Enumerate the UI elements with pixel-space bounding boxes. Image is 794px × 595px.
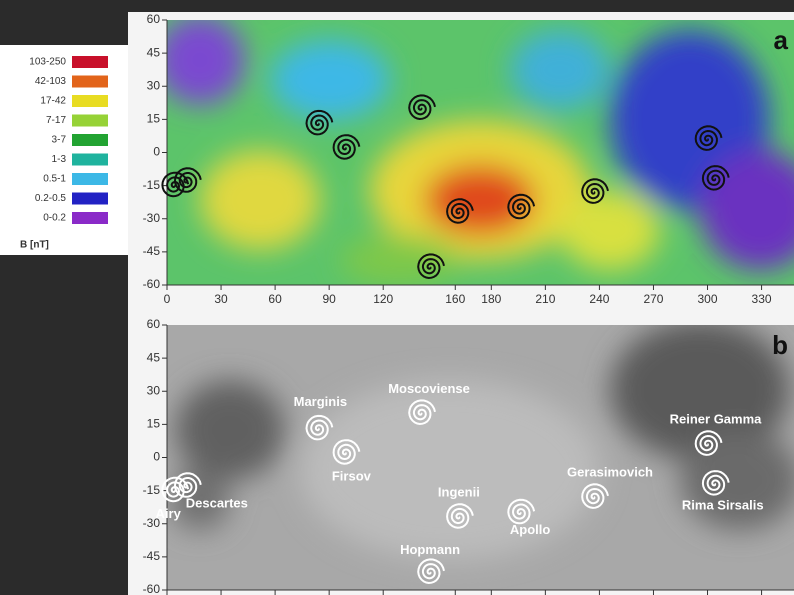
- panel-label: b: [772, 330, 788, 360]
- anomaly-name: Apollo: [510, 522, 550, 537]
- legend-label: 17-42: [40, 96, 66, 107]
- anomaly-name: Moscoviense: [388, 381, 470, 396]
- albedo-map: [167, 320, 794, 590]
- anomaly-name: Gerasimovich: [567, 465, 653, 480]
- x-tick-label: 60: [268, 292, 282, 306]
- page: {"legend": {"title": "B [nT]", "items": …: [0, 0, 794, 595]
- y-tick-label: 60: [147, 12, 161, 26]
- legend-label: 3-7: [52, 135, 67, 146]
- y-tick-label: -15: [143, 178, 161, 192]
- y-tick-label: 60: [147, 317, 161, 331]
- anomaly-name: Rima Sirsalis: [682, 497, 764, 512]
- legend-swatch: [72, 76, 108, 88]
- y-tick-label: -60: [143, 277, 161, 291]
- legend-swatch: [72, 154, 108, 166]
- y-tick-label: -60: [143, 582, 161, 595]
- anomaly-name: Airy: [156, 506, 182, 521]
- magnetic-map: [155, 15, 794, 285]
- x-tick-label: 90: [322, 292, 336, 306]
- legend-swatch: [72, 134, 108, 146]
- y-tick-label: 30: [147, 78, 161, 92]
- x-tick-label: 180: [481, 292, 501, 306]
- legend-swatch: [72, 212, 108, 224]
- y-tick-label: -45: [143, 549, 161, 563]
- y-tick-label: 0: [153, 145, 160, 159]
- x-tick-label: 120: [373, 292, 393, 306]
- legend-label: 1-3: [52, 154, 67, 165]
- legend-swatch: [72, 115, 108, 127]
- legend-title: B [nT]: [20, 240, 49, 251]
- legend-label: 0.2-0.5: [35, 193, 67, 204]
- figure: B [nT] 103-250 42-103 17-42 7-17 3-7 1-3 0.5-1…: [0, 0, 794, 595]
- anomaly-name: Descartes: [186, 496, 248, 511]
- legend-swatch: [72, 95, 108, 107]
- anomaly-name: Firsov: [332, 469, 372, 484]
- legend-label: 0.5-1: [43, 174, 66, 185]
- y-tick-label: 15: [147, 417, 161, 431]
- x-tick-label: 330: [752, 292, 772, 306]
- y-tick-label: 45: [147, 45, 161, 59]
- y-tick-label: -30: [143, 211, 161, 225]
- x-tick-label: 30: [214, 292, 228, 306]
- x-tick-label: 0: [164, 292, 171, 306]
- x-tick-label: 270: [643, 292, 663, 306]
- legend-label: 42-103: [35, 76, 67, 87]
- y-tick-label: 45: [147, 350, 161, 364]
- y-tick-label: -15: [143, 483, 161, 497]
- legend-swatch: [72, 173, 108, 185]
- legend-label: 7-17: [46, 115, 66, 126]
- y-tick-label: 15: [147, 112, 161, 126]
- legend-label: 0-0.2: [43, 213, 66, 224]
- legend-label: 103-250: [29, 57, 66, 68]
- x-tick-label: 210: [535, 292, 555, 306]
- x-tick-label: 240: [589, 292, 609, 306]
- x-tick-label: 160: [445, 292, 465, 306]
- y-tick-label: 30: [147, 383, 161, 397]
- anomaly-name: Ingenii: [438, 485, 480, 500]
- x-tick-label: 300: [698, 292, 718, 306]
- anomaly-name: Marginis: [294, 394, 347, 409]
- legend-swatch: [72, 56, 108, 68]
- y-tick-label: -45: [143, 244, 161, 258]
- panel-label: a: [774, 25, 789, 55]
- legend-swatch: [72, 193, 108, 205]
- anomaly-name: Reiner Gamma: [670, 412, 763, 427]
- y-tick-label: 0: [153, 450, 160, 464]
- anomaly-name: Hopmann: [400, 542, 460, 557]
